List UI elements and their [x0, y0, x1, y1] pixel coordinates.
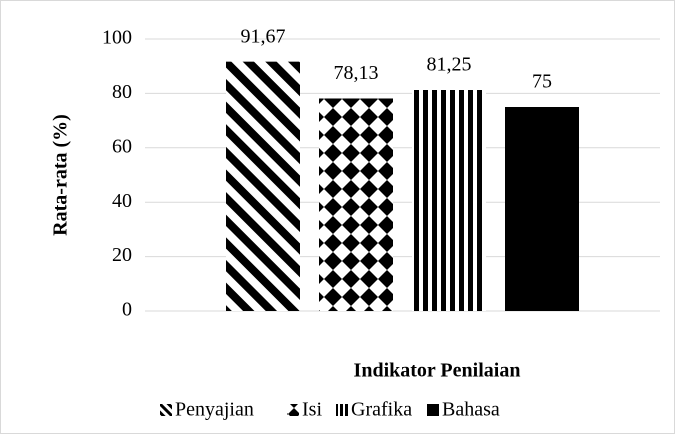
- legend-label: Penyajian: [175, 399, 254, 421]
- bar: [319, 98, 393, 312]
- bar: [412, 90, 486, 311]
- y-tick-label: 60: [112, 135, 132, 157]
- y-tick-label: 20: [112, 244, 132, 266]
- data-label: 81,25: [427, 54, 472, 76]
- legend-label: Grafika: [351, 399, 412, 421]
- legend-swatch: [336, 404, 348, 416]
- data-label: 91,67: [241, 25, 286, 47]
- legend-swatch: [160, 404, 172, 416]
- y-tick-label: 0: [122, 299, 132, 321]
- y-tick-label: 40: [112, 190, 132, 212]
- legend-swatch: [287, 404, 299, 416]
- x-axis-title: Indikator Penilaian: [354, 360, 521, 382]
- bar: [226, 61, 300, 312]
- data-label: 75: [532, 71, 552, 93]
- legend-label: Isi: [302, 399, 322, 421]
- y-tick-label: 100: [102, 27, 132, 49]
- y-axis-title: Rata-rata (%): [50, 114, 72, 236]
- y-tick-label: 80: [112, 81, 132, 103]
- legend-swatch: [427, 404, 439, 416]
- bar: [505, 107, 579, 311]
- legend-label: Bahasa: [442, 399, 500, 421]
- data-label: 78,13: [334, 62, 379, 84]
